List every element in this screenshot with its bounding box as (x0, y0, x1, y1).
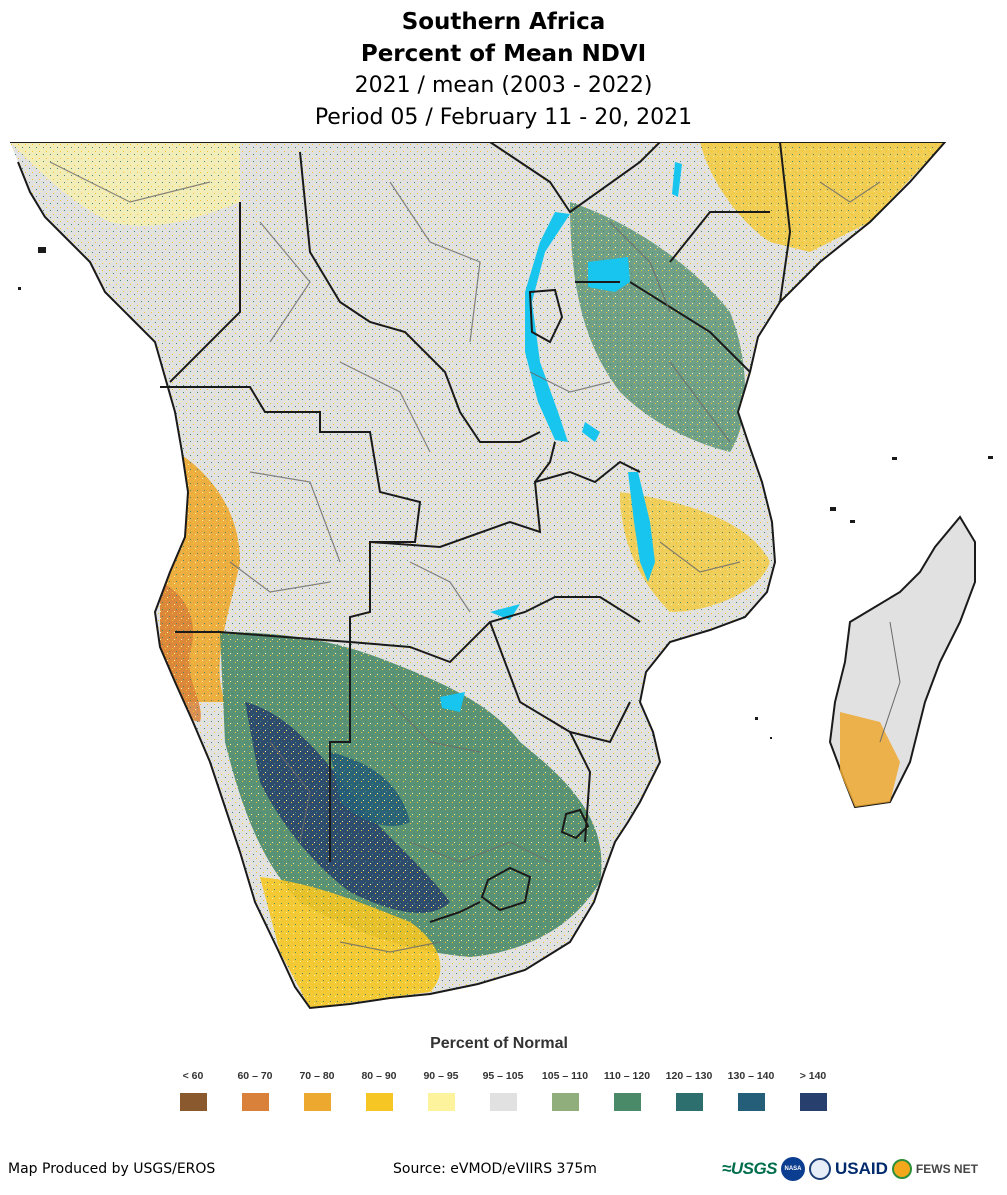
nasa-logo: NASA (781, 1157, 806, 1181)
legend-item-swatch (551, 1093, 579, 1111)
madagascar-admin (879, 621, 901, 743)
usaid-logo: USAID (835, 1159, 888, 1178)
legend-item-label: 70 – 80 (299, 1070, 335, 1082)
fews-net-globe-icon (891, 1159, 912, 1179)
lesotho-border (480, 866, 532, 912)
lake-rukwa (582, 422, 600, 442)
lake-victoria (588, 257, 630, 292)
legend-item-label: > 140 (799, 1070, 827, 1082)
legend-item: 70 – 80 (282, 1068, 352, 1111)
legend-item: 120 – 130 (654, 1068, 724, 1111)
legend-item-label: 95 – 105 (482, 1070, 524, 1082)
legend-item-label: 90 – 95 (423, 1070, 459, 1082)
burundi-rwanda-border (528, 288, 564, 344)
legend-item-swatch (613, 1093, 641, 1111)
ndvi-map (10, 142, 993, 1010)
islands (18, 247, 993, 739)
title-period: Period 05 / February 11 - 20, 2021 (314, 105, 693, 130)
eswatini-border (560, 808, 590, 840)
legend-item-label: 60 – 70 (237, 1070, 273, 1082)
title-product: Percent of Mean NDVI (360, 41, 647, 67)
title-comparison: 2021 / mean (2003 - 2022) (354, 73, 653, 98)
legend-item: 80 – 90 (344, 1068, 414, 1111)
legend-item-swatch (799, 1093, 827, 1111)
legend-item-swatch (489, 1093, 517, 1111)
legend-item-label: 80 – 90 (361, 1070, 397, 1082)
legend-title: Percent of Normal (430, 1035, 568, 1052)
agency-logos: ≈USGS NASA USAID FEWS NET (722, 1156, 978, 1182)
legend-item-swatch (303, 1093, 331, 1111)
map-title-block: Southern Africa Percent of Mean NDVI 202… (0, 6, 1007, 134)
okavango-delta (440, 692, 465, 712)
admin-borders (49, 161, 881, 953)
legend-item: 90 – 95 (406, 1068, 476, 1111)
legend-item-label: 130 – 140 (727, 1070, 775, 1082)
national-borders (160, 142, 792, 923)
fews-net-logo: FEWS NET (915, 1162, 978, 1176)
legend-item-swatch (675, 1093, 703, 1111)
title-region: Southern Africa (401, 9, 606, 35)
legend-item-swatch (737, 1093, 765, 1111)
legend-item: 105 – 110 (530, 1068, 600, 1111)
lake-malawi (628, 472, 655, 582)
map-producer: Map Produced by USGS/EROS (8, 1161, 216, 1177)
legend-item: 110 – 120 (592, 1068, 662, 1111)
legend-item: 130 – 140 (716, 1068, 786, 1111)
legend: < 60 60 – 70 70 – 80 80 – 90 90 – 95 95 – 105… (0, 1068, 1007, 1118)
coastline (10, 142, 947, 1010)
legend-item-label: 120 – 130 (665, 1070, 713, 1082)
legend-item-label: 110 – 120 (603, 1070, 651, 1082)
legend-item-swatch (241, 1093, 269, 1111)
noaa-seal-icon (809, 1158, 832, 1180)
madagascar-south-dry (840, 712, 900, 807)
legend-item: 95 – 105 (468, 1068, 538, 1111)
legend-item-label: 105 – 110 (541, 1070, 589, 1082)
lake-turkana (672, 162, 682, 197)
lake-tanganyika (525, 212, 570, 442)
legend-item: 60 – 70 (220, 1068, 290, 1111)
data-source: Source: eVMOD/eVIIRS 375m (393, 1161, 597, 1177)
legend-item-swatch (365, 1093, 393, 1111)
legend-item-swatch (427, 1093, 455, 1111)
usgs-logo: ≈USGS (722, 1159, 778, 1178)
legend-item-label: < 60 (182, 1070, 204, 1082)
legend-item-swatch (179, 1093, 207, 1111)
legend-item: < 60 (158, 1068, 228, 1111)
legend-item: > 140 (778, 1068, 848, 1111)
